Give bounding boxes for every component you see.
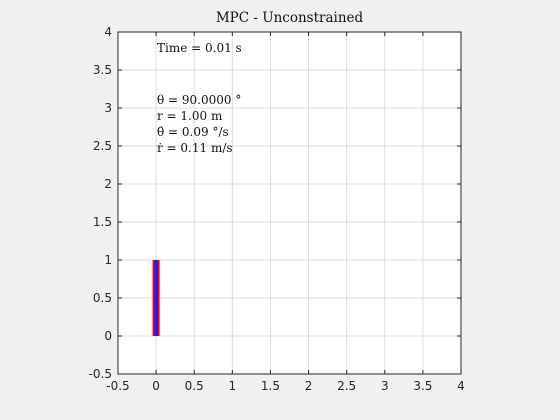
r-annotation: r = 1.00 m [157, 109, 223, 123]
grid-lines [118, 32, 461, 374]
theta-annotation: θ = 90.0000 ° [157, 93, 241, 107]
y-tick-label: 3.5 [93, 63, 112, 77]
y-tick-label: 1 [104, 253, 112, 267]
x-tick-label: 2 [305, 379, 313, 393]
y-axis: -0.5 0 0.5 1 1.5 2 2.5 3 3.5 4 [89, 25, 461, 381]
r-dot-annotation: ṙ = 0.11 m/s [157, 141, 233, 155]
x-tick-label: 0 [152, 379, 160, 393]
y-tick-label: 3 [104, 101, 112, 115]
y-tick-label: 0 [104, 329, 112, 343]
x-tick-label: 1.5 [261, 379, 280, 393]
y-tick-label: 2.5 [93, 139, 112, 153]
y-tick-label: -0.5 [89, 367, 112, 381]
y-tick-label: 4 [104, 25, 112, 39]
x-tick-label: 2.5 [337, 379, 356, 393]
chart-title: MPC - Unconstrained [216, 10, 364, 26]
pendulum-marks [152, 260, 160, 336]
axes-box [117, 31, 462, 375]
x-tick-label: 1 [229, 379, 237, 393]
theta-dot-annotation: θ̇ = 0.09 °/s [157, 125, 229, 139]
axes-background [118, 32, 461, 374]
x-tick-label: 3.5 [413, 379, 432, 393]
y-tick-label: 2 [104, 177, 112, 191]
x-axis: -0.5 0 0.5 1 1.5 2 2.5 3 3.5 4 [106, 32, 465, 393]
time-annotation: Time = 0.01 s [157, 41, 242, 55]
y-tick-label: 1.5 [93, 215, 112, 229]
y-tick-label: 0.5 [93, 291, 112, 305]
x-tick-label: 0.5 [185, 379, 204, 393]
x-tick-label: 3 [381, 379, 389, 393]
axes-frame [117, 31, 462, 375]
x-tick-label: -0.5 [106, 379, 129, 393]
x-tick-label: 4 [457, 379, 465, 393]
